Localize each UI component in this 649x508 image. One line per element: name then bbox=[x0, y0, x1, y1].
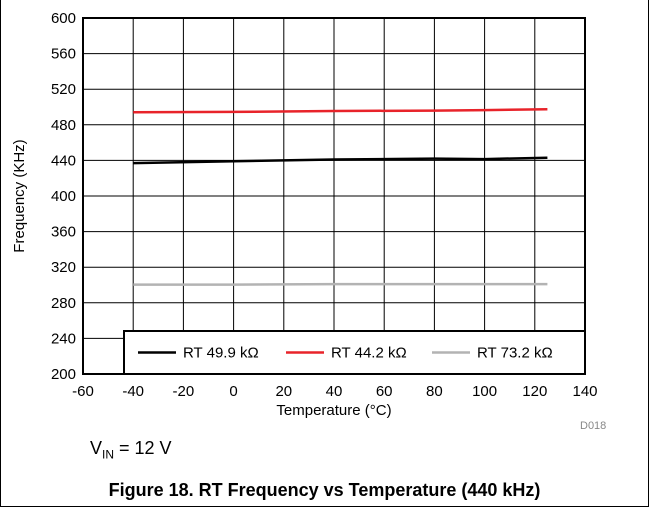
x-tick-label: 100 bbox=[472, 383, 497, 400]
y-tick-label: 600 bbox=[51, 10, 76, 27]
y-tick-label: 280 bbox=[51, 295, 76, 312]
vin-subscript: IN bbox=[102, 447, 115, 462]
x-axis-label: Temperature (°C) bbox=[276, 402, 391, 419]
x-tick-label: 80 bbox=[426, 383, 443, 400]
y-tick-label: 400 bbox=[51, 188, 76, 205]
document-id: D018 bbox=[580, 420, 607, 432]
series-layer bbox=[133, 107, 548, 286]
vin-note: VIN = 12 V bbox=[90, 438, 172, 462]
y-tick-label: 360 bbox=[51, 224, 76, 241]
x-tick-label: 40 bbox=[326, 383, 343, 400]
series-line-3 bbox=[133, 282, 548, 286]
y-tick-label: 320 bbox=[51, 259, 76, 276]
x-tick-label: -20 bbox=[173, 383, 195, 400]
y-tick-label: 440 bbox=[51, 152, 76, 169]
x-tick-label: -40 bbox=[122, 383, 144, 400]
y-tick-label: 560 bbox=[51, 46, 76, 63]
legend-box bbox=[123, 330, 586, 375]
x-tick-label: -60 bbox=[72, 383, 94, 400]
y-tick-label: 480 bbox=[51, 117, 76, 134]
axes: -60 -40 -20 0 20 40 60 80 100 120 140 200 240 280 320 3… bbox=[11, 10, 598, 419]
y-tick-label: 240 bbox=[51, 330, 76, 347]
legend-label-3: RT 73.2 kΩ bbox=[477, 345, 553, 362]
x-tick-label: 60 bbox=[376, 383, 393, 400]
y-axis-label: Frequency (KHz) bbox=[11, 139, 28, 252]
x-tick-label: 140 bbox=[572, 383, 597, 400]
vin-prefix: V bbox=[90, 438, 103, 458]
figure-caption: Figure 18. RT Frequency vs Temperature (… bbox=[108, 480, 541, 500]
chart: RT 49.9 kΩ RT 44.2 kΩ RT 73.2 kΩ -60 -40 -20… bbox=[11, 10, 598, 419]
legend-label-2: RT 44.2 kΩ bbox=[331, 345, 407, 362]
y-tick-label: 520 bbox=[51, 81, 76, 98]
series-line-2 bbox=[133, 107, 548, 114]
legend: RT 49.9 kΩ RT 44.2 kΩ RT 73.2 kΩ bbox=[123, 330, 586, 375]
series-line-1 bbox=[133, 156, 548, 165]
x-tick-label: 20 bbox=[275, 383, 292, 400]
y-tick-label: 200 bbox=[51, 366, 76, 383]
grid bbox=[82, 17, 586, 375]
plot-border bbox=[82, 17, 586, 375]
x-tick-label: 120 bbox=[522, 383, 547, 400]
x-tick-label: 0 bbox=[229, 383, 237, 400]
vin-suffix: = 12 V bbox=[114, 438, 172, 458]
legend-label-1: RT 49.9 kΩ bbox=[183, 345, 259, 362]
